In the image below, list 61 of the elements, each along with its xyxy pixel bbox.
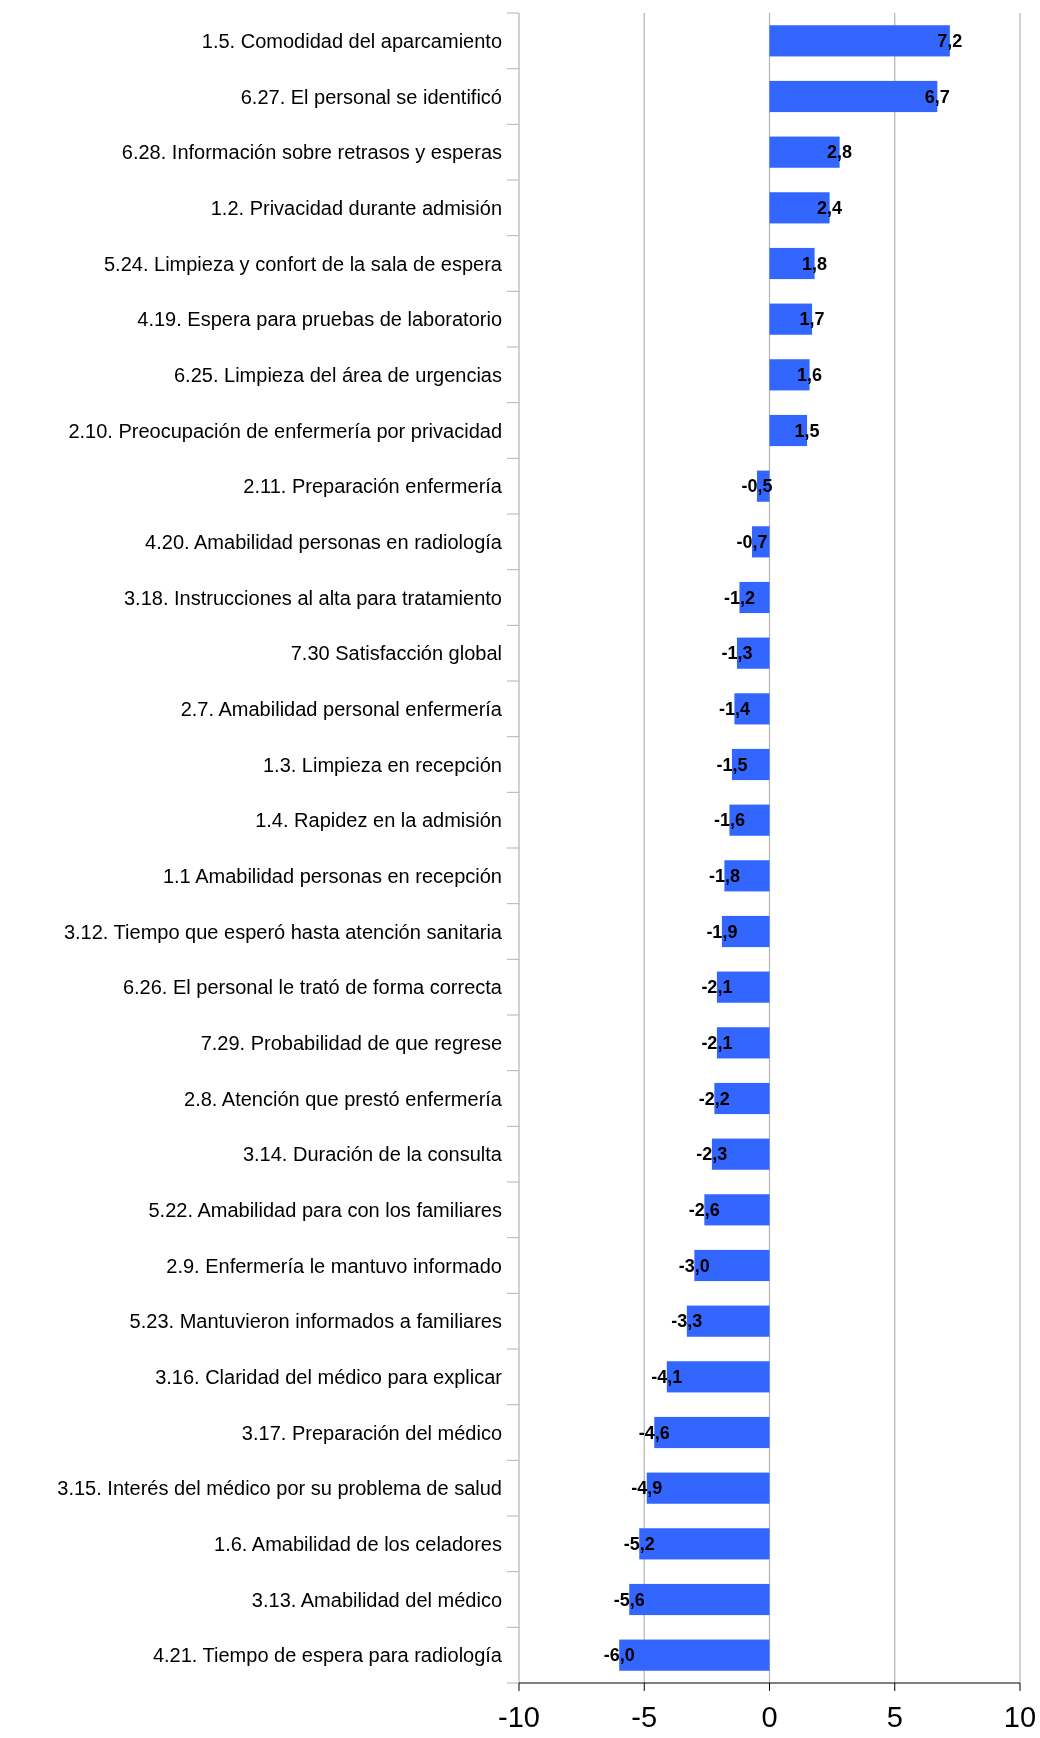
y-tick-label: 3.13. Amabilidad del médico [251, 1588, 502, 1611]
data-label: -2,1 [701, 977, 733, 998]
data-label: -2,6 [688, 1200, 720, 1221]
y-tick-label: 2.7. Amabilidad personal enfermería [180, 697, 503, 720]
data-label: -6,0 [603, 1645, 635, 1666]
y-tick-label: 6.25. Limpieza del área de urgencias [174, 363, 502, 386]
y-tick-label: 1.4. Rapidez en la admisión [255, 809, 502, 832]
data-label: -5,2 [623, 1534, 655, 1555]
y-tick-label: 6.28. Información sobre retrasos y esperas [121, 141, 502, 164]
y-tick-label: 3.12. Tiempo que esperó hasta atención sanitaria [63, 920, 503, 943]
x-tick-label: 10 [1003, 1701, 1037, 1733]
y-tick-label: 3.16. Claridad del médico para explicar [155, 1365, 503, 1388]
y-tick-label: 5.24. Limpieza y confort de la sala de espera [103, 252, 503, 275]
data-label: -4,6 [638, 1422, 670, 1443]
y-tick-label: 5.22. Amabilidad para con los familiares [148, 1198, 502, 1221]
y-tick-label: 2.10. Preocupación de enfermería por privacidad [68, 419, 502, 442]
data-label: -2,1 [701, 1033, 733, 1054]
data-label: 2,4 [817, 198, 843, 219]
data-label: 1,7 [799, 309, 825, 330]
data-label: -0,7 [736, 532, 768, 553]
y-tick-label: 1.6. Amabilidad de los celadores [214, 1532, 502, 1555]
data-label: -1,3 [721, 643, 753, 664]
data-label: 7,2 [937, 31, 963, 52]
data-label: -3,0 [678, 1255, 710, 1276]
y-tick-label: 1.2. Privacidad durante admisión [210, 196, 502, 219]
data-label: -5,6 [613, 1589, 645, 1610]
y-tick-label: 2.8. Atención que prestó enfermería [184, 1087, 503, 1110]
y-tick-label: 4.20. Amabilidad personas en radiología [145, 530, 503, 553]
y-tick-label: 2.9. Enfermería le mantuvo informado [166, 1254, 502, 1277]
data-label: -1,9 [706, 921, 738, 942]
data-label: 6,7 [924, 86, 950, 107]
y-tick-label: 7.29. Probabilidad de que regrese [200, 1031, 502, 1054]
data-label: -4,1 [651, 1367, 683, 1388]
data-label: 1,5 [794, 420, 820, 441]
y-tick-label: 3.14. Duración de la consulta [242, 1143, 503, 1166]
y-tick-label: 3.15. Interés del médico por su problema de salud [57, 1477, 502, 1500]
x-tick-label: 0 [761, 1701, 778, 1733]
x-tick-label: -5 [631, 1701, 658, 1733]
y-tick-label: 3.18. Instrucciones al alta para tratamiento [124, 586, 502, 609]
y-tick-label: 1.5. Comodidad del aparcamiento [201, 29, 502, 52]
data-label: -1,4 [718, 699, 750, 720]
data-label: 2,8 [827, 142, 853, 163]
data-label: -1,8 [708, 866, 740, 887]
y-tick-label: 7.30 Satisfacción global [290, 642, 502, 665]
y-tick-label: 3.17. Preparación del médico [241, 1421, 502, 1444]
y-tick-label: 6.26. El personal le trató de forma correcta [122, 976, 503, 999]
data-label: -3,3 [671, 1311, 703, 1332]
y-tick-label: 4.21. Tiempo de espera para radiología [152, 1644, 503, 1667]
y-tick-label: 5.23. Mantuvieron informados a familiares [129, 1310, 502, 1333]
y-tick-label: 6.27. El personal se identificó [240, 85, 502, 108]
data-label: -1,5 [716, 754, 748, 775]
y-tick-label: 1.3. Limpieza en recepción [262, 753, 502, 776]
x-tick-label: -10 [498, 1701, 540, 1733]
y-tick-label: 1.1 Amabilidad personas en recepción [162, 864, 502, 887]
x-tick-label: 5 [886, 1701, 903, 1733]
data-label: -2,3 [696, 1144, 728, 1165]
data-label: -1,6 [713, 810, 745, 831]
y-tick-label: 2.11. Preparación enfermería [243, 475, 503, 498]
y-tick-label: 4.19. Espera para pruebas de laboratorio [137, 308, 502, 331]
data-label: -1,2 [723, 587, 755, 608]
data-label: -4,9 [631, 1478, 663, 1499]
